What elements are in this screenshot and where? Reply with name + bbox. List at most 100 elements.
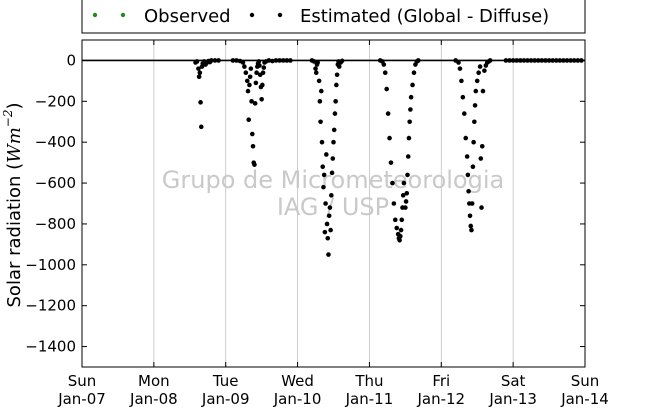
data-point xyxy=(564,58,570,63)
data-point xyxy=(334,72,340,78)
data-point xyxy=(400,193,406,198)
data-point xyxy=(477,64,483,69)
data-point xyxy=(387,135,392,141)
y-axis-unit: Wm xyxy=(4,127,25,163)
data-point xyxy=(553,58,559,63)
data-point xyxy=(510,58,516,63)
legend-observed-label: Observed xyxy=(144,6,231,27)
x-tick-label-day-0: Sun xyxy=(68,372,97,390)
data-point xyxy=(472,103,478,108)
data-point xyxy=(461,111,467,116)
data-point xyxy=(259,96,264,102)
data-point xyxy=(247,82,252,88)
data-point xyxy=(464,154,470,159)
data-point xyxy=(198,100,203,105)
data-point xyxy=(472,119,477,125)
data-point xyxy=(507,58,512,63)
data-point xyxy=(313,70,319,75)
y-tick-label-4: −800 xyxy=(35,215,76,233)
data-point xyxy=(463,135,469,141)
data-point xyxy=(311,59,317,64)
data-point xyxy=(456,60,461,65)
data-point xyxy=(326,213,332,219)
data-point xyxy=(317,99,323,104)
data-point xyxy=(253,80,259,86)
data-point xyxy=(322,229,328,235)
grid-lines xyxy=(153,40,514,367)
x-tick-label-date-7: Jan-14 xyxy=(560,390,609,408)
data-point xyxy=(466,188,471,194)
x-tick-label-date-1: Jan-08 xyxy=(129,390,178,408)
data-point xyxy=(525,58,530,63)
data-point xyxy=(313,66,318,71)
data-point xyxy=(326,252,331,257)
data-point xyxy=(318,88,324,94)
data-point xyxy=(316,78,322,84)
data-point xyxy=(245,88,251,94)
x-tick-label-date-2: Jan-09 xyxy=(201,390,250,408)
data-point xyxy=(324,221,330,227)
data-point xyxy=(273,58,279,63)
data-point xyxy=(407,119,412,125)
x-tick-label-date-0: Jan-07 xyxy=(57,390,106,408)
data-point xyxy=(242,64,247,69)
y-axis: 0 −200 −400 −600 −800 −1000 −1200 −1400 xyxy=(25,51,585,356)
data-point xyxy=(532,58,537,63)
data-point xyxy=(571,58,577,63)
data-point xyxy=(411,70,417,75)
data-point xyxy=(479,205,484,210)
data-point xyxy=(403,199,409,204)
data-point xyxy=(399,217,405,223)
data-point xyxy=(198,124,204,130)
data-point xyxy=(320,164,326,170)
data-point xyxy=(546,58,552,63)
data-point xyxy=(478,156,484,161)
data-point xyxy=(550,58,555,63)
y-tick-label-3: −600 xyxy=(35,174,76,192)
data-point xyxy=(288,58,293,63)
y-axis-label-close: ) xyxy=(4,102,25,109)
y-tick-label-6: −1200 xyxy=(25,297,76,315)
data-point xyxy=(457,66,463,71)
data-point xyxy=(328,227,333,233)
data-point xyxy=(482,68,487,73)
data-point xyxy=(398,233,403,239)
data-point xyxy=(252,101,258,106)
data-point xyxy=(247,74,253,80)
data-point xyxy=(392,217,398,223)
data-point xyxy=(535,58,541,63)
data-point xyxy=(381,62,387,67)
data-point xyxy=(390,180,395,186)
y-tick-label-7: −1400 xyxy=(25,338,76,356)
data-point xyxy=(321,172,327,178)
legend-observed-marker-2 xyxy=(120,12,126,18)
data-point xyxy=(277,58,282,63)
data-point xyxy=(521,58,527,63)
y-axis-label: Solar radiation (Wm−2) xyxy=(1,102,25,307)
data-point xyxy=(561,58,566,63)
data-point xyxy=(250,143,256,149)
data-point xyxy=(336,64,342,69)
data-point xyxy=(539,58,545,63)
data-point xyxy=(459,78,464,84)
legend-estimated-marker-2 xyxy=(277,12,283,18)
data-point xyxy=(196,66,201,71)
data-point xyxy=(249,99,254,104)
data-point xyxy=(514,58,520,63)
data-point xyxy=(398,227,404,233)
data-point xyxy=(260,82,265,88)
data-point xyxy=(404,190,410,196)
y-tick-label-5: −1000 xyxy=(25,256,76,274)
x-tick-label-day-3: Wed xyxy=(281,372,314,390)
data-point xyxy=(405,154,411,159)
data-point xyxy=(406,135,412,141)
data-point xyxy=(332,111,338,116)
y-axis-label-text: Solar radiation ( xyxy=(4,163,25,308)
y-axis-unit-exponent: −2 xyxy=(1,110,15,128)
legend-estimated-label: Estimated (Global - Diffuse) xyxy=(300,6,549,27)
data-point xyxy=(248,66,254,71)
estimated-series xyxy=(193,58,584,257)
data-point xyxy=(403,205,408,210)
watermark-line-2: IAG / USP xyxy=(277,193,389,221)
